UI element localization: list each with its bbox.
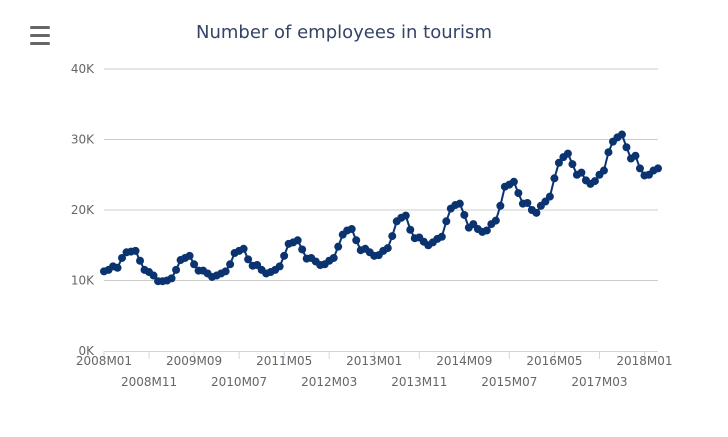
data-point[interactable] (131, 246, 140, 255)
data-point[interactable] (523, 198, 532, 207)
x-tick-label: 2012M03 (301, 375, 357, 389)
data-point[interactable] (437, 232, 446, 241)
x-tick-label: 2009M09 (166, 354, 222, 368)
data-point[interactable] (118, 253, 127, 262)
data-point[interactable] (550, 174, 559, 183)
data-point[interactable] (590, 177, 599, 186)
data-point[interactable] (496, 201, 505, 210)
data-point[interactable] (136, 256, 145, 265)
data-point[interactable] (185, 251, 194, 260)
x-tick-label: 2018M01 (616, 354, 672, 368)
data-point[interactable] (149, 271, 158, 280)
data-point[interactable] (442, 217, 451, 226)
hamburger-icon-bar (30, 26, 50, 29)
x-tick-label: 2015M07 (481, 375, 537, 389)
data-point[interactable] (334, 242, 343, 251)
data-point[interactable] (347, 225, 356, 234)
data-point[interactable] (460, 210, 469, 219)
data-point[interactable] (491, 216, 500, 225)
data-point[interactable] (388, 232, 397, 241)
data-point[interactable] (293, 236, 302, 245)
data-point[interactable] (298, 245, 307, 254)
data-point[interactable] (622, 143, 631, 152)
data-point[interactable] (532, 208, 541, 217)
y-tick-label: 40K (71, 62, 95, 76)
y-tick-label: 30K (71, 133, 95, 147)
data-point[interactable] (221, 267, 230, 276)
data-point[interactable] (280, 251, 289, 260)
data-point[interactable] (406, 225, 415, 234)
x-tick-label: 2008M11 (121, 375, 177, 389)
y-tick-label: 0K (78, 344, 95, 358)
hamburger-icon-bar (30, 34, 50, 37)
data-point[interactable] (514, 189, 523, 198)
x-tick-label: 2010M07 (211, 375, 267, 389)
data-point[interactable] (226, 260, 235, 269)
data-point[interactable] (654, 164, 662, 173)
data-point[interactable] (577, 168, 586, 177)
data-point[interactable] (455, 199, 464, 208)
data-point[interactable] (635, 164, 644, 173)
data-point[interactable] (352, 236, 361, 245)
data-point[interactable] (401, 211, 410, 220)
data-point[interactable] (482, 226, 491, 235)
data-point[interactable] (172, 265, 181, 274)
data-point[interactable] (167, 274, 176, 283)
data-point[interactable] (383, 244, 392, 253)
x-tick-label: 2008M01 (76, 354, 132, 368)
data-point[interactable] (599, 166, 608, 175)
data-point[interactable] (554, 158, 563, 167)
hamburger-icon-bar (30, 42, 50, 45)
grid-lines (104, 68, 658, 281)
y-tick-label: 10K (71, 274, 95, 288)
data-point[interactable] (545, 192, 554, 201)
data-point[interactable] (568, 160, 577, 169)
x-tick-label: 2013M11 (391, 375, 447, 389)
x-axis: 2008M01 2008M11 2009M09 2010M07 2011M05 2012M… (76, 351, 673, 389)
x-tick-label: 2016M05 (526, 354, 582, 368)
data-point[interactable] (244, 255, 253, 264)
y-axis-labels: 0K 10K 20K 30K 40K (71, 62, 95, 358)
data-point[interactable] (617, 130, 626, 139)
data-point[interactable] (631, 151, 640, 160)
data-point[interactable] (239, 244, 248, 253)
chart-title: Number of employees in tourism (196, 22, 492, 43)
x-tick-label: 2011M05 (256, 354, 312, 368)
data-point[interactable] (604, 148, 613, 157)
x-tick-label: 2013M01 (346, 354, 402, 368)
y-tick-label: 20K (71, 203, 95, 217)
x-tick-label: 2017M03 (571, 375, 627, 389)
data-point[interactable] (563, 149, 572, 158)
data-point[interactable] (509, 177, 518, 186)
data-point[interactable] (190, 260, 199, 269)
x-tick-label: 2014M09 (436, 354, 492, 368)
series-employees (100, 130, 662, 286)
chart-menu-button[interactable] (30, 26, 54, 48)
data-point[interactable] (275, 262, 284, 271)
data-point[interactable] (113, 263, 122, 272)
data-point[interactable] (329, 253, 338, 262)
